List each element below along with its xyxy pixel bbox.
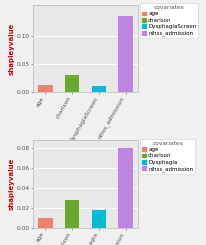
Bar (91, 210, 106, 228)
Y-axis label: shapleyvalue: shapleyvalue (9, 23, 15, 75)
Bar (65, 200, 80, 228)
Legend: age, charlson, Dysphagia, nihss_admission: age, charlson, Dysphagia, nihss_admissio… (140, 139, 195, 174)
Bar (38, 85, 53, 92)
Legend: age, charlson, DysphagiaScreen, nihss_admission: age, charlson, DysphagiaScreen, nihss_ad… (140, 3, 198, 38)
Bar (118, 16, 133, 92)
X-axis label: covariates: covariates (65, 144, 106, 150)
Bar (91, 86, 106, 92)
Bar (118, 148, 133, 228)
Bar (38, 218, 53, 228)
Y-axis label: shapleyvalue: shapleyvalue (9, 158, 15, 210)
Bar (65, 75, 80, 92)
